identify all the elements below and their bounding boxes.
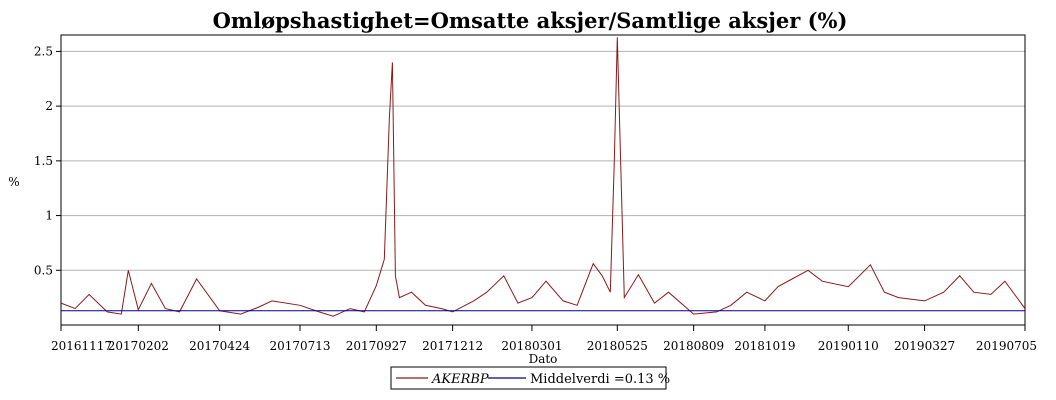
x-tick-label: 20180525 [587, 339, 648, 353]
y-tick-label: 1 [45, 209, 53, 223]
y-axis: 0.5 1 1.5 2 2.5 [34, 44, 61, 277]
x-tick-label: 20161117 [51, 339, 112, 353]
series-group [60, 37, 1026, 317]
x-tick-label: 20180809 [663, 339, 724, 353]
legend: AKERBP Middelverdi =0.13 % [390, 366, 670, 390]
x-tick-label: 20190705 [976, 339, 1037, 353]
y-axis-label: % [8, 175, 19, 189]
x-tick-label: 20170424 [189, 339, 250, 353]
x-tick-label: 20190110 [818, 339, 879, 353]
chart-title: Omløpshastighet=Omsatte aksjer/Samtlige … [213, 8, 848, 33]
x-tick-label: 20170202 [108, 339, 169, 353]
y-tick-label: 1.5 [34, 154, 53, 168]
x-tick-label: 20190327 [894, 339, 955, 353]
x-tick-label: 20181019 [734, 339, 795, 353]
y-tick-label: 2.5 [34, 44, 53, 58]
legend-box [390, 366, 667, 390]
legend-label-mean: Middelverdi =0.13 % [530, 372, 670, 387]
gridlines [61, 50, 1025, 271]
x-tick-label: 20180301 [501, 339, 562, 353]
x-tick-label: 20171212 [422, 339, 483, 353]
x-tick-label: 20170927 [346, 339, 407, 353]
plot-area [60, 34, 1026, 326]
series-line-akerbp [60, 37, 1026, 317]
x-tick-label: 20170713 [269, 339, 330, 353]
y-tick-label: 2 [45, 99, 53, 113]
legend-label-akerbp: AKERBP [431, 372, 489, 387]
x-axis-label: Dato [529, 352, 558, 366]
y-tick-label: 0.5 [34, 263, 53, 277]
